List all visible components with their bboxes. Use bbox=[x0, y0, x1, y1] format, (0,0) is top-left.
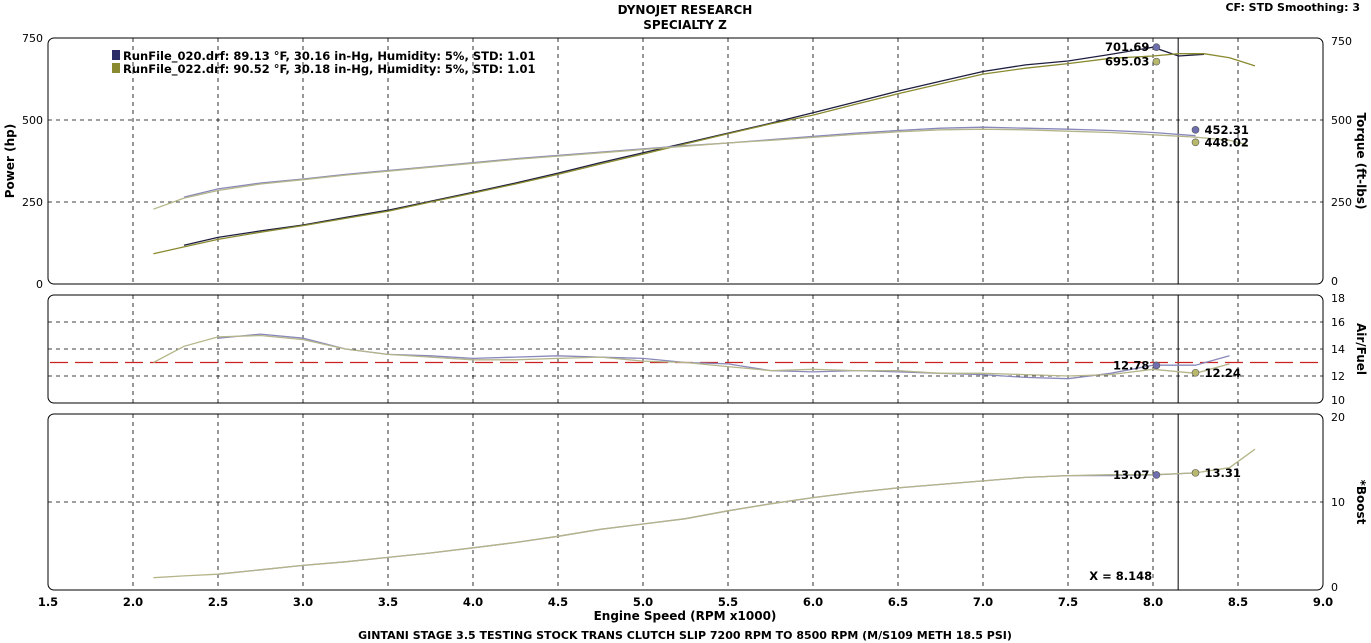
data-label: 13.07 bbox=[1113, 468, 1149, 482]
y-tick-label-right: 10 bbox=[1331, 394, 1345, 407]
series-line-run-020-power bbox=[183, 46, 1205, 246]
y-tick-label-left: 750 bbox=[22, 32, 43, 45]
data-marker bbox=[1152, 471, 1161, 479]
data-label: 701.69 bbox=[1105, 40, 1149, 54]
series-line-run-020 bbox=[217, 333, 1230, 380]
x-tick-label: 4.5 bbox=[548, 595, 568, 609]
legend: RunFile_020.drf: 89.13 °F, 30.16 in-Hg, … bbox=[112, 49, 535, 77]
legend-swatch-run-020 bbox=[112, 50, 120, 60]
y-tick-label-left: 0 bbox=[36, 278, 43, 291]
series-line-run-022-torque bbox=[153, 128, 1247, 210]
series-line-run-022 bbox=[153, 448, 1256, 579]
y-axis-label-afr: Air/Fuel bbox=[1354, 323, 1368, 375]
x-tick-label: 2.0 bbox=[123, 595, 143, 609]
y-tick-label-right: 12 bbox=[1331, 370, 1345, 383]
x-tick-label: 4.0 bbox=[463, 595, 483, 609]
data-marker bbox=[1191, 126, 1200, 134]
y-tick-label-right: 0 bbox=[1331, 275, 1338, 288]
legend-swatch-run-022 bbox=[112, 63, 120, 73]
settings-label: CF: STD Smoothing: 3 bbox=[1225, 1, 1360, 14]
x-tick-label: 2.5 bbox=[208, 595, 228, 609]
y-tick-label-right: 500 bbox=[1331, 114, 1352, 127]
series-line-run-022-power bbox=[153, 53, 1256, 255]
data-marker bbox=[1191, 138, 1200, 147]
legend-item-run-020: RunFile_020.drf: 89.13 °F, 30.16 in-Hg, … bbox=[123, 49, 535, 64]
legend-item-run-022: RunFile_022.drf: 90.52 °F, 30.18 in-Hg, … bbox=[123, 62, 535, 77]
x-tick-label: 6.5 bbox=[888, 595, 908, 609]
data-label: 13.31 bbox=[1205, 466, 1241, 480]
data-label: 12.78 bbox=[1113, 358, 1149, 372]
y-tick-label-left: 500 bbox=[22, 114, 43, 127]
data-marker bbox=[1152, 43, 1161, 51]
x-tick-label: 6.0 bbox=[803, 595, 823, 609]
grid bbox=[48, 38, 1323, 590]
y-axis-label-power: Power (hp) bbox=[3, 124, 17, 198]
y-tick-label-right: 14 bbox=[1331, 343, 1345, 356]
cursor-readout: X = 8.148 bbox=[1089, 569, 1152, 583]
y-tick-label-right: 10 bbox=[1331, 496, 1345, 509]
y-tick-label-left: 250 bbox=[22, 196, 43, 209]
x-tick-label: 7.0 bbox=[973, 595, 993, 609]
power-panel-frame bbox=[47, 37, 1324, 285]
data-marker bbox=[1191, 469, 1200, 477]
y-axis-label-boost: *Boost bbox=[1354, 480, 1368, 525]
x-tick-label: 5.5 bbox=[718, 595, 738, 609]
y-tick-label-right: 750 bbox=[1331, 35, 1352, 48]
data-marker bbox=[1191, 368, 1200, 377]
y-axis-label-torque: Torque (ft-lbs) bbox=[1354, 113, 1368, 210]
y-tick-label-right: 250 bbox=[1331, 196, 1352, 209]
chart-title: DYNOJET RESEARCH bbox=[618, 3, 753, 17]
series-line-run-020-torque bbox=[183, 126, 1196, 198]
data-label: 695.03 bbox=[1105, 55, 1149, 69]
footer-caption: GINTANI STAGE 3.5 TESTING STOCK TRANS CL… bbox=[358, 629, 1012, 642]
series bbox=[153, 46, 1256, 579]
y-tick-label-right: 20 bbox=[1331, 411, 1345, 424]
data-label: 12.24 bbox=[1205, 366, 1241, 380]
x-tick-label: 3.0 bbox=[293, 595, 313, 609]
x-tick-label: 1.5 bbox=[38, 595, 58, 609]
data-label: 448.02 bbox=[1205, 135, 1249, 149]
x-tick-label: 8.0 bbox=[1143, 595, 1163, 609]
y-tick-label-right: 0 bbox=[1331, 581, 1338, 594]
data-marker bbox=[1152, 361, 1161, 370]
x-tick-label: 9.0 bbox=[1313, 595, 1333, 609]
x-tick-label: 3.5 bbox=[378, 595, 398, 609]
series-line-run-022 bbox=[153, 334, 1230, 377]
x-tick-label: 7.5 bbox=[1058, 595, 1078, 609]
series-line-run-020 bbox=[217, 472, 1196, 575]
y-tick-label-right: 16 bbox=[1331, 316, 1345, 329]
chart-subtitle: SPECIALTY Z bbox=[643, 18, 727, 32]
data-marker bbox=[1152, 57, 1161, 66]
x-tick-label: 8.5 bbox=[1228, 595, 1248, 609]
x-axis-label: Engine Speed (RPM x1000) bbox=[594, 609, 777, 623]
data-label: 452.31 bbox=[1205, 123, 1249, 137]
x-tick-label: 5.0 bbox=[633, 595, 653, 609]
y-tick-label-right: 18 bbox=[1331, 292, 1345, 305]
